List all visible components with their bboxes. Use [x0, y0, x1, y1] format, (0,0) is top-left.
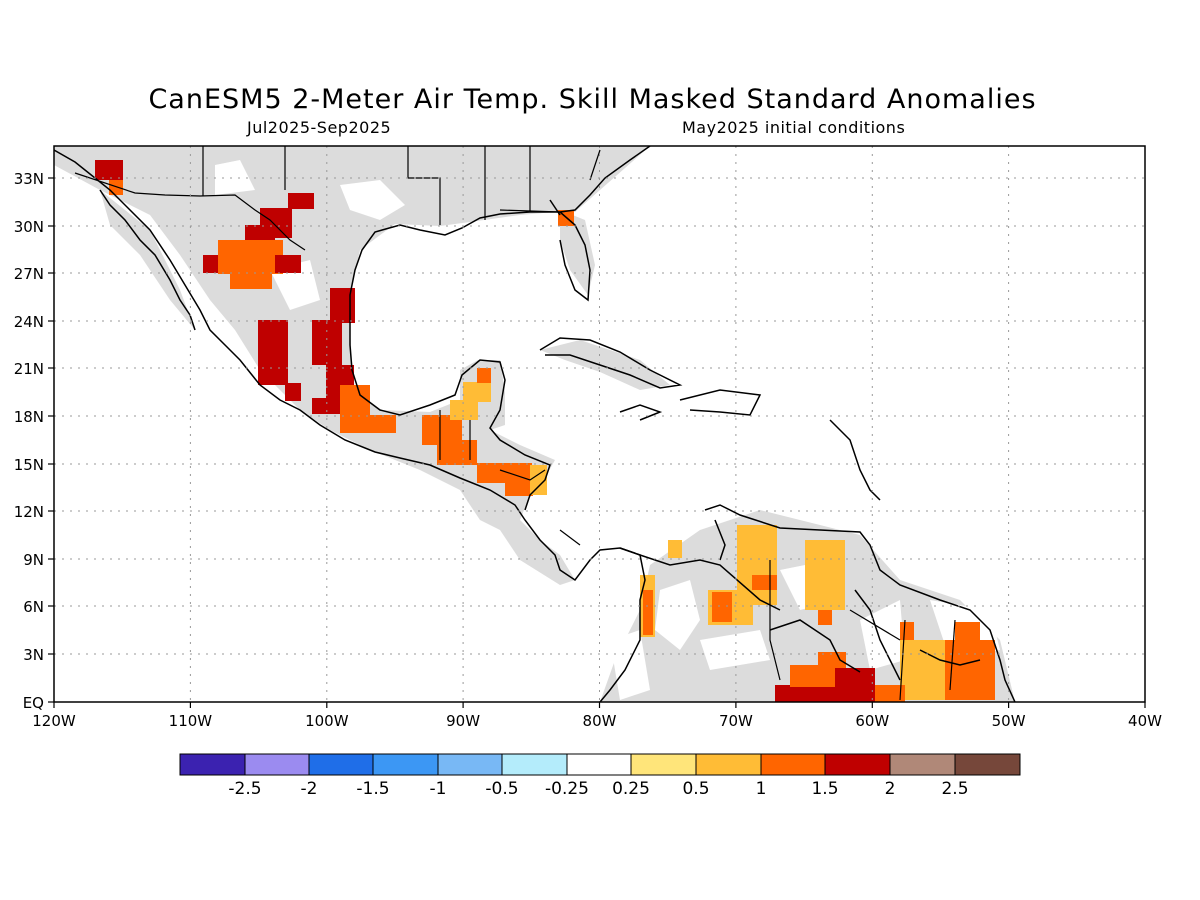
lat-label: 27N [14, 265, 44, 283]
colorbar-label: -2.5 [228, 779, 261, 799]
longitude-labels: 120W 110W 100W 90W 80W 70W 60W 50W 40W [32, 712, 1162, 730]
colorbar-swatch [566, 753, 632, 776]
lat-label: 9N [23, 551, 44, 569]
colorbar-swatch [501, 753, 568, 776]
colorbar-label: 1 [756, 779, 767, 799]
colorbar [179, 753, 1021, 776]
lon-label: 100W [305, 712, 349, 730]
colorbar-label: 0.25 [612, 779, 650, 799]
grid-lines [54, 146, 1145, 702]
colorbar-label: 2 [885, 779, 896, 799]
lon-label: 90W [446, 712, 480, 730]
lon-label: 80W [583, 712, 617, 730]
lon-label: 70W [719, 712, 753, 730]
colorbar-label: 1.5 [811, 779, 838, 799]
political-borders [74, 146, 956, 701]
colorbar-swatch [954, 753, 1021, 776]
lat-label: 12N [14, 503, 44, 521]
colorbar-label: 2.5 [941, 779, 968, 799]
initial-conditions: May2025 initial conditions [682, 118, 906, 137]
lon-label: 120W [32, 712, 76, 730]
map-title: CanESM5 2-Meter Air Temp. Skill Masked S… [148, 84, 1037, 115]
lon-label: 40W [1128, 712, 1162, 730]
tick-marks [48, 177, 1146, 708]
colorbar-labels: -2.5 -2 -1.5 -1 -0.5 -0.25 0.25 0.5 1 1.… [228, 779, 968, 799]
lat-label: 21N [14, 360, 44, 378]
lon-label: 110W [169, 712, 213, 730]
colorbar-swatch [630, 753, 697, 776]
colorbar-swatch [179, 753, 246, 776]
forecast-period: Jul2025-Sep2025 [247, 118, 392, 137]
colorbar-label: -1.5 [356, 779, 389, 799]
colorbar-swatch [889, 753, 956, 776]
colorbar-swatch [824, 753, 891, 776]
colorbar-label: 0.5 [682, 779, 709, 799]
colorbar-swatch [244, 753, 310, 776]
colorbar-swatch [760, 753, 826, 776]
lat-label: 6N [23, 598, 44, 616]
lon-label: 60W [855, 712, 889, 730]
map-body [54, 146, 1145, 702]
colorbar-swatch [372, 753, 439, 776]
lon-label: 50W [992, 712, 1026, 730]
latitude-labels: 33N 30N 27N 24N 21N 18N 15N 12N 9N 6N 3N… [14, 170, 44, 712]
anomaly-cells [95, 160, 995, 702]
colorbar-swatch [695, 753, 762, 776]
colorbar-label: -1 [430, 779, 447, 799]
colorbar-label: -0.5 [485, 779, 518, 799]
lat-label: EQ [23, 694, 44, 712]
lat-label: 3N [23, 646, 44, 664]
lat-label: 18N [14, 408, 44, 426]
colorbar-swatch [437, 753, 503, 776]
lat-label: 30N [14, 218, 44, 236]
lat-label: 24N [14, 313, 44, 331]
colorbar-label: -2 [301, 779, 318, 799]
colorbar-swatch [308, 753, 374, 776]
lat-label: 33N [14, 170, 44, 188]
lat-label: 15N [14, 456, 44, 474]
colorbar-label: -0.25 [545, 779, 589, 799]
